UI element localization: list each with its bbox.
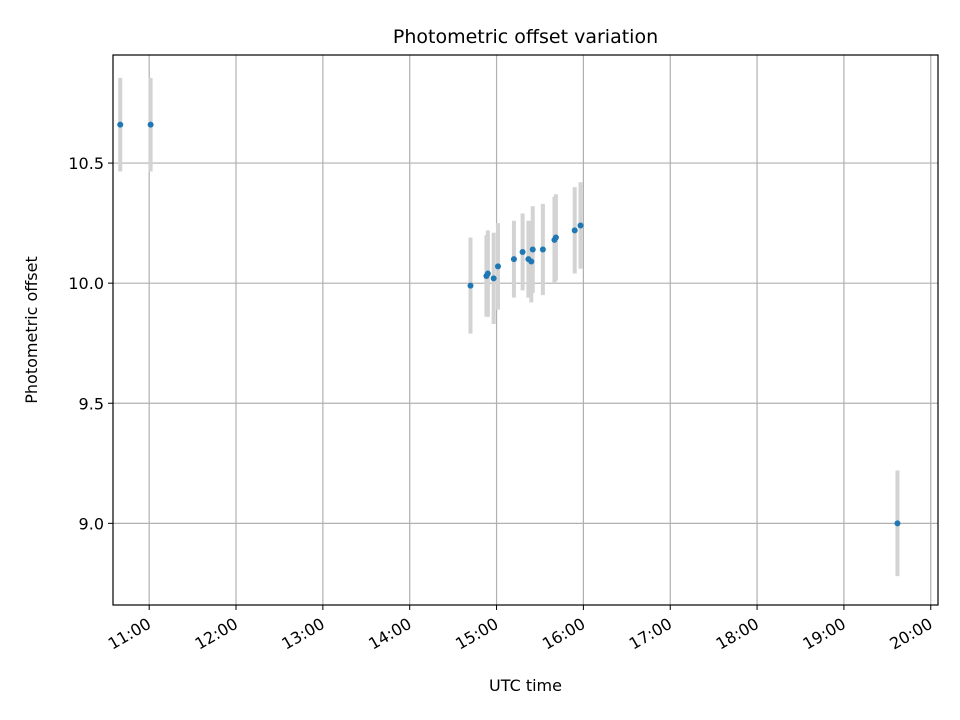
x-tick-label: 17:00: [626, 614, 675, 654]
x-tick-label: 15:00: [452, 614, 501, 654]
data-point: [484, 270, 491, 277]
y-tick-label: 9.0: [79, 514, 104, 533]
data-point: [528, 258, 535, 265]
x-tick-label: 18:00: [713, 614, 762, 654]
data-point: [117, 121, 124, 128]
data-point: [467, 282, 474, 289]
error-bars: [118, 77, 900, 577]
x-tick-label: 14:00: [365, 614, 414, 654]
data-point: [894, 520, 901, 527]
data-point: [490, 275, 497, 282]
data-point: [510, 256, 517, 263]
x-tick-label: 16:00: [539, 614, 588, 654]
x-tick-label: 19:00: [799, 614, 848, 654]
x-tick-label: 20:00: [886, 614, 935, 654]
y-tick-label: 9.5: [79, 394, 104, 413]
x-axis-label: UTC time: [489, 676, 562, 695]
x-tick-label: 12:00: [192, 614, 241, 654]
data-point: [577, 222, 584, 229]
chart-title: Photometric offset variation: [393, 26, 658, 48]
data-point: [495, 263, 501, 270]
x-tick-label: 13:00: [278, 614, 327, 654]
data-points: [117, 121, 901, 527]
y-tick-label: 10.0: [68, 274, 104, 293]
plot-frame: [112, 54, 939, 606]
data-point: [529, 246, 536, 253]
data-point: [552, 234, 559, 241]
data-point: [571, 227, 578, 234]
grid: [113, 55, 938, 605]
data-point: [539, 246, 546, 253]
x-tick-label: 11:00: [105, 614, 154, 654]
data-point: [519, 248, 526, 255]
y-tick-label: 10.5: [68, 154, 104, 173]
y-axis-label: Photometric offset: [22, 256, 41, 404]
data-point: [147, 121, 154, 128]
